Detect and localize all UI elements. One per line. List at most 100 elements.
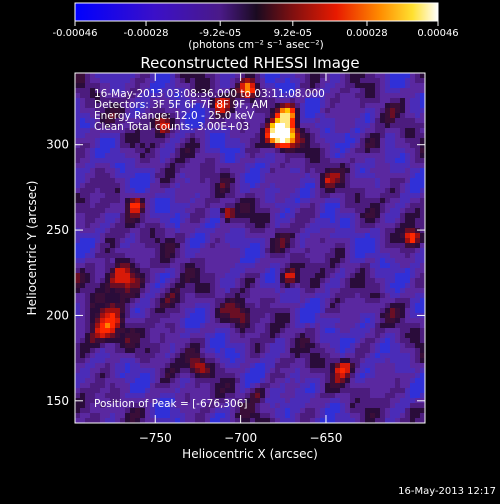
heatmap-cell (250, 413, 256, 419)
heatmap-cell (150, 183, 156, 189)
heatmap-cell (230, 373, 236, 379)
heatmap-cell (385, 163, 391, 169)
heatmap-cell (325, 183, 331, 189)
heatmap-cell (235, 158, 241, 164)
heatmap-cell (230, 238, 236, 244)
heatmap-cell (195, 383, 201, 389)
heatmap-cell (275, 258, 281, 264)
heatmap-cell (95, 108, 101, 114)
heatmap-cell (80, 273, 86, 279)
heatmap-cell (310, 313, 316, 319)
heatmap-cell (360, 278, 366, 284)
heatmap-cell (135, 188, 141, 194)
heatmap-cell (280, 283, 286, 289)
heatmap-cell (345, 258, 351, 264)
heatmap-cell (320, 173, 326, 179)
heatmap-cell (80, 368, 86, 374)
heatmap-cell (220, 148, 226, 154)
heatmap-cell (335, 258, 341, 264)
heatmap-cell (245, 93, 251, 99)
heatmap-cell (350, 348, 356, 354)
heatmap-cell (400, 118, 406, 124)
heatmap-cell (360, 358, 366, 364)
heatmap-cell (105, 333, 111, 339)
heatmap-cell (250, 418, 256, 423)
heatmap-cell (280, 348, 286, 354)
heatmap-cell (175, 193, 181, 199)
heatmap-cell (210, 228, 216, 234)
heatmap-cell (330, 258, 336, 264)
heatmap-cell (345, 338, 351, 344)
heatmap-cell (120, 178, 126, 184)
heatmap-cell (315, 248, 321, 254)
heatmap-cell (245, 343, 251, 349)
heatmap-cell (420, 193, 425, 199)
heatmap-cell (120, 163, 126, 169)
heatmap-cell (90, 213, 96, 219)
heatmap-cell (240, 158, 246, 164)
heatmap-cell (240, 338, 246, 344)
heatmap-cell (135, 358, 141, 364)
heatmap-cell (145, 93, 151, 99)
heatmap-cell (120, 248, 126, 254)
heatmap-cell (105, 318, 111, 324)
heatmap-cell (150, 163, 156, 169)
heatmap-cell (300, 283, 306, 289)
heatmap-cell (345, 88, 351, 94)
heatmap-cell (315, 348, 321, 354)
heatmap-cell (260, 78, 266, 84)
heatmap-cell (200, 303, 206, 309)
heatmap-cell (315, 73, 321, 79)
heatmap-cell (275, 418, 281, 423)
heatmap-cell (405, 118, 411, 124)
heatmap-cell (210, 343, 216, 349)
heatmap-cell (330, 303, 336, 309)
heatmap-cell (330, 263, 336, 269)
heatmap-cell (245, 118, 251, 124)
heatmap-cell (215, 143, 221, 149)
heatmap-cell (355, 248, 361, 254)
heatmap-cell (330, 163, 336, 169)
heatmap-cell (180, 388, 186, 394)
heatmap-cell (195, 343, 201, 349)
heatmap-cell (385, 258, 391, 264)
heatmap-cell (310, 283, 316, 289)
heatmap-cell (310, 418, 316, 423)
heatmap-cell (170, 338, 176, 344)
heatmap-cell (270, 368, 276, 374)
heatmap-cell (415, 73, 421, 79)
heatmap-cell (340, 223, 346, 229)
y-tick-label: 250 (46, 223, 69, 237)
heatmap-cell (325, 338, 331, 344)
heatmap-cell (195, 313, 201, 319)
heatmap-cell (330, 223, 336, 229)
heatmap-cell (180, 263, 186, 269)
heatmap-cell (115, 238, 121, 244)
heatmap-cell (405, 293, 411, 299)
heatmap-cell (105, 123, 111, 129)
heatmap-cell (230, 73, 236, 79)
heatmap-cell (295, 188, 301, 194)
heatmap-cell (175, 183, 181, 189)
heatmap-cell (180, 208, 186, 214)
heatmap-cell (395, 308, 401, 314)
heatmap-cell (330, 288, 336, 294)
heatmap-cell (75, 418, 81, 423)
heatmap-cell (170, 258, 176, 264)
heatmap-cell (290, 403, 296, 409)
heatmap-cell (285, 173, 291, 179)
heatmap-cell (205, 233, 211, 239)
heatmap-cell (390, 368, 396, 374)
heatmap-cell (400, 333, 406, 339)
heatmap-cell (395, 353, 401, 359)
heatmap-cell (180, 183, 186, 189)
heatmap-cell (400, 133, 406, 139)
heatmap-cell (240, 243, 246, 249)
heatmap-cell (225, 393, 231, 399)
heatmap-cell (300, 113, 306, 119)
heatmap-cell (240, 173, 246, 179)
heatmap-cell (135, 153, 141, 159)
heatmap-cell (155, 83, 161, 89)
heatmap-cell (215, 238, 221, 244)
heatmap-cell (175, 73, 181, 79)
